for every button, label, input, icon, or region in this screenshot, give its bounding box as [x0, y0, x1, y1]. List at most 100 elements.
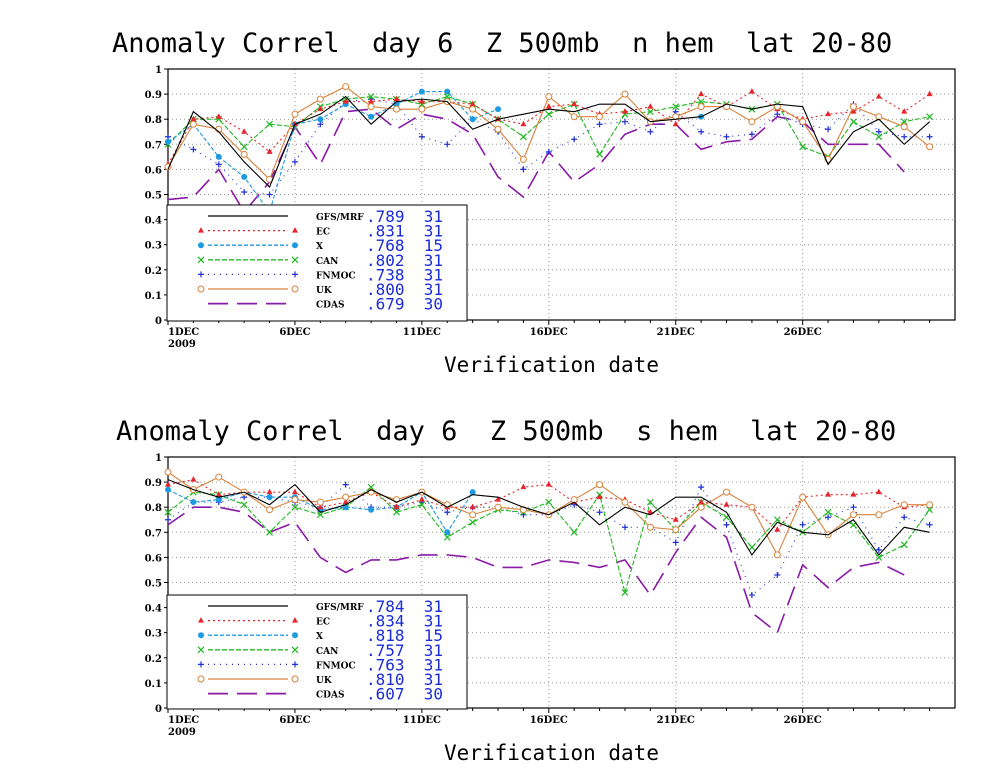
x-tick-label: 11DEC [403, 715, 441, 726]
marker-plus [215, 161, 222, 168]
marker-x [926, 506, 934, 514]
marker-open-circle [926, 143, 934, 151]
marker-triangle [647, 103, 654, 109]
marker-triangle [418, 496, 425, 502]
marker-x [875, 133, 883, 141]
chart-title: Anomaly Correl day 6 Z 500mb s hem lat 2… [116, 416, 896, 447]
legend-stat: .763 31 [366, 655, 443, 674]
marker-x [799, 143, 807, 151]
marker-triangle [495, 496, 502, 502]
y-tick-label: 0.2 [145, 654, 162, 665]
marker-plus [571, 136, 578, 143]
marker-triangle [621, 108, 628, 114]
marker-plus [875, 546, 882, 553]
marker-open-circle [418, 105, 426, 113]
marker-triangle [545, 481, 552, 487]
legend: GFS/MRF .784 31 EC .834 31 X .818 15 CAN .757 3… [166, 594, 468, 710]
marker-triangle [291, 488, 298, 495]
series-gfs-mrf [167, 479, 930, 556]
marker-circle [444, 88, 451, 95]
series-fnmoc [165, 96, 933, 198]
marker-open-circle [469, 105, 477, 113]
marker-x [367, 93, 375, 101]
y-tick-label: 0.7 [145, 140, 162, 151]
marker-plus [774, 571, 781, 578]
series-line [167, 95, 930, 188]
marker-x [266, 528, 273, 536]
marker-plus [875, 128, 882, 135]
marker-triangle [875, 488, 882, 495]
marker-circle [165, 138, 171, 145]
y-tick-label: 0.8 [145, 503, 162, 514]
marker-open-circle [494, 125, 502, 133]
marker-open-circle [849, 511, 857, 519]
marker-x [519, 133, 527, 141]
marker-plus [799, 521, 806, 528]
legend-label: EC [316, 618, 330, 628]
legend-stat: .768 15 [366, 236, 443, 255]
marker-plus [165, 133, 171, 140]
marker-open-circle [723, 488, 731, 496]
marker-x [875, 553, 883, 561]
marker-x [291, 503, 299, 511]
marker-open-circle [240, 150, 248, 158]
y-tick-label: 1 [155, 65, 162, 76]
marker-triangle [342, 498, 349, 505]
marker-circle [266, 494, 273, 501]
marker-open-circle [316, 498, 324, 506]
x-tick-label: 21DEC [657, 327, 695, 338]
series-cdas [167, 506, 905, 635]
y-tick-label: 0.6 [145, 165, 162, 176]
marker-circle [198, 242, 204, 249]
y-tick-label: 0.8 [145, 115, 162, 126]
marker-circle [215, 496, 222, 503]
marker-x [367, 483, 375, 491]
y-tick-label: 0.5 [145, 191, 162, 202]
marker-open-circle [215, 473, 223, 481]
marker-plus [698, 484, 705, 491]
marker-x [570, 528, 578, 536]
marker-x [291, 256, 299, 264]
marker-circle [469, 489, 476, 496]
series-x [165, 88, 705, 216]
y-tick-label: 0.5 [145, 579, 162, 590]
marker-open-circle [266, 506, 274, 514]
marker-circle [292, 242, 298, 249]
y-tick-label: 0.9 [145, 90, 162, 101]
marker-plus [292, 271, 298, 278]
marker-triangle [901, 108, 908, 114]
marker-triangle [698, 90, 705, 97]
marker-plus [596, 121, 603, 128]
marker-plus [520, 166, 527, 173]
marker-triangle [393, 503, 400, 510]
x-tick-label: 26DEC [784, 327, 822, 338]
y-tick-label: 0.9 [145, 478, 162, 489]
marker-open-circle [342, 83, 350, 91]
series-line [167, 506, 905, 635]
marker-triangle [825, 110, 832, 117]
x-tick-label: 16DEC [530, 327, 568, 338]
marker-open-circle [748, 503, 756, 511]
marker-plus [698, 128, 705, 135]
y-tick-label: 0 [155, 704, 162, 715]
x-tick-label: 6DEC [279, 327, 310, 338]
marker-open-circle [875, 511, 883, 519]
series-line [167, 479, 930, 556]
marker-triangle [198, 617, 204, 623]
marker-plus [774, 111, 781, 118]
legend-stat: .818 15 [366, 626, 443, 645]
marker-open-circle [545, 93, 553, 101]
marker-plus [621, 118, 628, 125]
marker-triangle [165, 481, 171, 487]
x-tick-label: 26DEC [784, 715, 822, 726]
legend-label: CAN [316, 257, 338, 267]
y-tick-label: 0.4 [145, 216, 162, 227]
marker-circle [418, 88, 425, 95]
marker-open-circle [900, 123, 908, 131]
marker-circle [292, 632, 298, 639]
y-tick-label: 0.2 [145, 266, 162, 277]
marker-open-circle [596, 481, 604, 489]
marker-plus [198, 661, 204, 668]
marker-x [443, 533, 451, 541]
